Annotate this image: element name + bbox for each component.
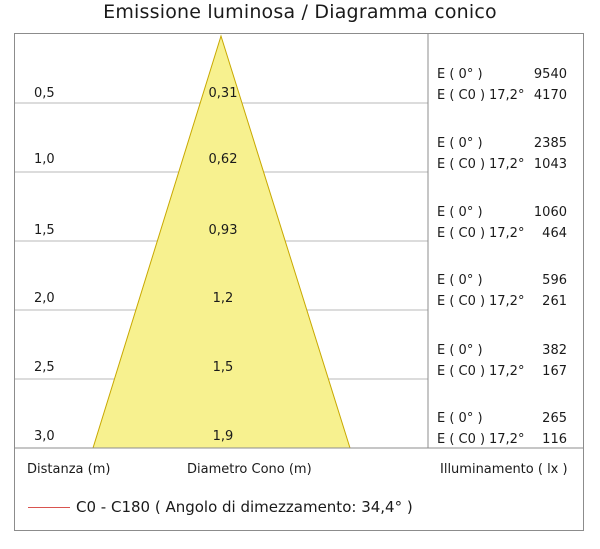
ec0-value-row-5: 167	[542, 364, 567, 379]
diameter-label-row-5: 1,5	[212, 360, 234, 375]
e0-label-row-4: E ( 0° )	[437, 273, 483, 288]
diameter-label-row-4: 1,2	[212, 291, 234, 306]
distance-label-row-6: 3,0	[34, 429, 55, 444]
diameter-label-row-6: 1,9	[212, 429, 234, 444]
angle-row-3: 17,2°	[489, 226, 525, 241]
ec0-label-row-6: E ( C0 )	[437, 432, 486, 447]
distance-label-row-1: 0,5	[34, 86, 55, 101]
distance-label-row-2: 1,0	[34, 152, 55, 167]
diagram-title: Emissione luminosa / Diagramma conico	[103, 1, 497, 23]
e0-value-row-1: 9540	[533, 67, 567, 82]
legend-text: C0 - C180 ( Angolo di dimezzamento: 34,4…	[76, 498, 413, 516]
ec0-label-row-3: E ( C0 )	[437, 226, 486, 241]
angle-row-4: 17,2°	[489, 294, 525, 309]
e0-value-row-2: 2385	[533, 136, 567, 151]
ec0-value-row-2: 1043	[533, 157, 567, 172]
e0-value-row-4: 596	[542, 273, 567, 288]
distance-column-label: Distanza (m)	[27, 462, 111, 477]
ec0-value-row-1: 4170	[533, 88, 567, 103]
ec0-label-row-2: E ( C0 )	[437, 157, 486, 172]
ec0-value-row-4: 261	[542, 294, 567, 309]
e0-label-row-2: E ( 0° )	[437, 136, 483, 151]
distance-label-row-5: 2,5	[34, 360, 55, 375]
angle-row-1: 17,2°	[489, 88, 525, 103]
angle-row-2: 17,2°	[489, 157, 525, 172]
distance-label-row-4: 2,0	[34, 291, 55, 306]
e0-label-row-6: E ( 0° )	[437, 411, 483, 426]
illuminance-column-label: Illuminamento ( lx )	[440, 462, 568, 477]
diameter-label-row-2: 0,62	[208, 152, 238, 167]
ec0-label-row-4: E ( C0 )	[437, 294, 486, 309]
diameter-column-label: Diametro Cono (m)	[187, 462, 312, 477]
e0-value-row-5: 382	[542, 343, 567, 358]
diagram-frame	[14, 33, 584, 531]
diameter-label-row-1: 0,31	[208, 86, 238, 101]
angle-row-6: 17,2°	[489, 432, 525, 447]
diameter-label-row-3: 0,93	[208, 223, 238, 238]
ec0-value-row-6: 116	[542, 432, 567, 447]
ec0-label-row-1: E ( C0 )	[437, 88, 486, 103]
ec0-value-row-3: 464	[542, 226, 567, 241]
legend-line-swatch	[28, 507, 70, 508]
distance-label-row-3: 1,5	[34, 223, 55, 238]
angle-row-5: 17,2°	[489, 364, 525, 379]
ec0-label-row-5: E ( C0 )	[437, 364, 486, 379]
e0-value-row-6: 265	[542, 411, 567, 426]
e0-label-row-5: E ( 0° )	[437, 343, 483, 358]
e0-label-row-1: E ( 0° )	[437, 67, 483, 82]
e0-label-row-3: E ( 0° )	[437, 205, 483, 220]
e0-value-row-3: 1060	[533, 205, 567, 220]
